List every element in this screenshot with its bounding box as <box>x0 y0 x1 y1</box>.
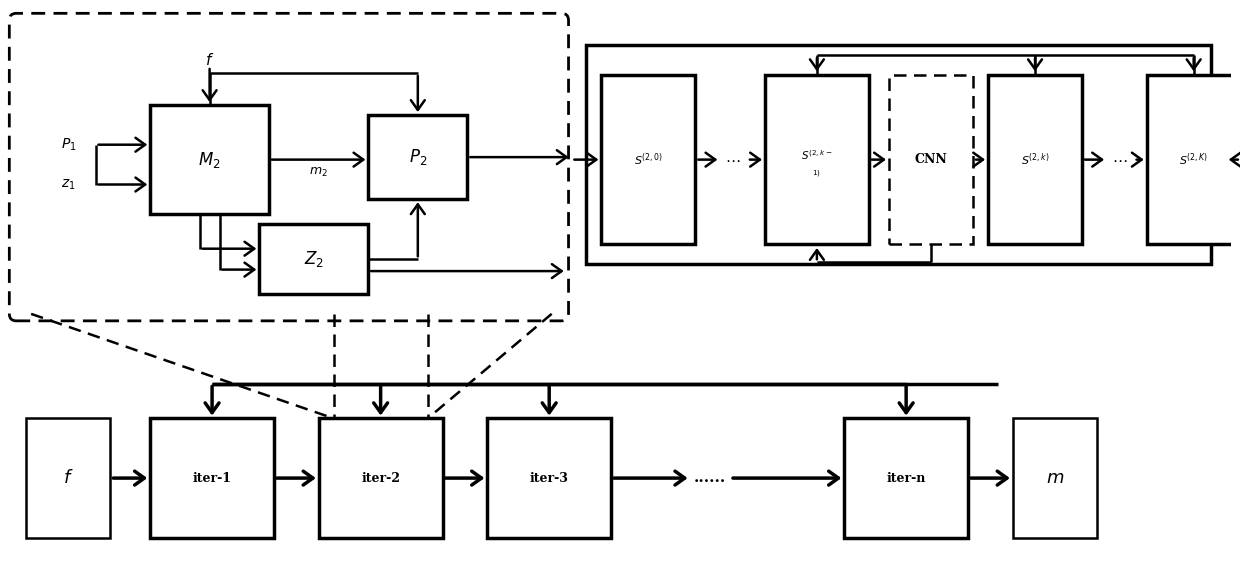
Text: iter-2: iter-2 <box>361 471 401 485</box>
Text: $m$: $m$ <box>1045 469 1064 487</box>
Bar <box>889 75 973 244</box>
Text: CNN: CNN <box>915 153 947 166</box>
Bar <box>26 419 110 538</box>
Text: $_{1)}$: $_{1)}$ <box>812 169 821 180</box>
Bar <box>150 419 274 538</box>
Text: $Z_2$: $Z_2$ <box>304 249 324 269</box>
Bar <box>1013 419 1097 538</box>
Bar <box>150 105 269 214</box>
Text: $m_2$: $m_2$ <box>309 166 329 179</box>
Bar <box>368 115 467 199</box>
Text: $S^{(2,K)}$: $S^{(2,K)}$ <box>1179 151 1208 168</box>
Text: iter-3: iter-3 <box>529 471 569 485</box>
Bar <box>1147 75 1240 244</box>
Text: iter-1: iter-1 <box>192 471 232 485</box>
Bar <box>844 419 968 538</box>
Text: $M_2$: $M_2$ <box>198 149 221 170</box>
Bar <box>988 75 1083 244</box>
Text: $z_1$: $z_1$ <box>61 177 76 192</box>
Bar <box>259 224 368 294</box>
Text: $P_1$: $P_1$ <box>61 137 77 153</box>
Text: iter-n: iter-n <box>887 471 926 485</box>
Bar <box>319 419 443 538</box>
Bar <box>601 75 696 244</box>
Text: $P_2$: $P_2$ <box>409 147 427 167</box>
Text: $S^{(2,k-}$: $S^{(2,k-}$ <box>801 148 832 162</box>
Bar <box>487 419 611 538</box>
Bar <box>765 75 869 244</box>
Text: $S^{(2,k)}$: $S^{(2,k)}$ <box>1021 151 1049 168</box>
Text: $f$: $f$ <box>63 469 73 487</box>
FancyBboxPatch shape <box>10 13 568 321</box>
Text: $\cdots$: $\cdots$ <box>725 153 740 167</box>
Text: ......: ...... <box>694 471 727 485</box>
Text: $\cdots$: $\cdots$ <box>1112 153 1127 167</box>
Bar <box>587 45 1211 264</box>
Text: $S^{(2,0)}$: $S^{(2,0)}$ <box>634 151 663 168</box>
Text: $f$: $f$ <box>205 52 215 68</box>
